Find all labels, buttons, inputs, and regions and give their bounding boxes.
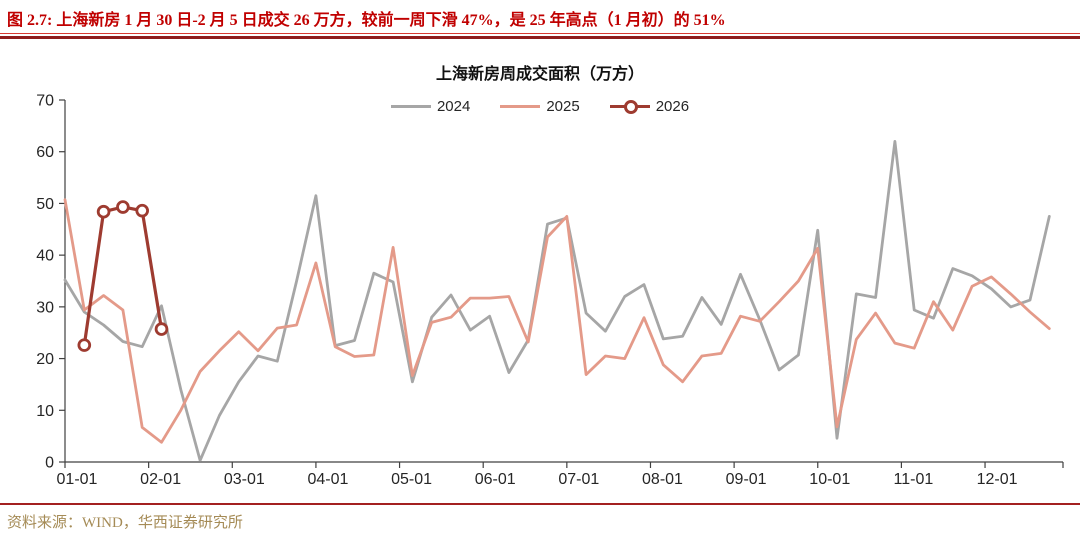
x-tick-label: 11-01 bbox=[894, 471, 934, 488]
y-tick-label: 60 bbox=[36, 144, 54, 161]
data-point-marker-2026 bbox=[77, 338, 92, 352]
chart-title: 上海新房周成交面积（万方） bbox=[435, 66, 644, 83]
figure-title: 上海新房 1 月 30 日-2 月 5 日成交 26 万方，较前一周下滑 47%… bbox=[56, 12, 726, 29]
legend-line-2025-icon bbox=[500, 105, 541, 108]
x-tick-label: 06-01 bbox=[475, 471, 516, 488]
y-tick-label: 0 bbox=[45, 455, 54, 472]
data-point-marker-2026 bbox=[135, 203, 150, 218]
x-tick-label: 08-01 bbox=[642, 471, 683, 488]
source-note: 资料来源：WIND，华西证券研究所 bbox=[7, 515, 243, 531]
x-tick-label: 02-01 bbox=[140, 471, 181, 488]
x-tick-label: 09-01 bbox=[726, 471, 767, 488]
y-tick-label: 20 bbox=[36, 351, 54, 368]
y-tick-label: 70 bbox=[36, 93, 54, 110]
header-divider-thin-line bbox=[0, 33, 1080, 34]
series-line-2026 bbox=[82, 205, 164, 347]
legend-item-2026: 2026 bbox=[609, 98, 690, 115]
legend-label-2024: 2024 bbox=[436, 98, 471, 115]
y-tick-label: 30 bbox=[36, 299, 54, 316]
data-point-marker-2026 bbox=[96, 204, 111, 219]
figure-caption: 图 2.7: 上海新房 1 月 30 日-2 月 5 日成交 26 万方，较前一… bbox=[7, 6, 1073, 30]
x-tick-label: 01-01 bbox=[57, 471, 98, 488]
x-axis: 01-01 02-01 03-01 04-01 05-01 06-01 07-01 08-01… bbox=[57, 461, 1064, 488]
x-tick-label: 07-01 bbox=[558, 471, 599, 488]
legend-item-2024: 2024 bbox=[390, 98, 471, 115]
legend-label-2025: 2025 bbox=[546, 98, 580, 115]
x-tick-label: 05-01 bbox=[391, 471, 432, 488]
series-2026 bbox=[77, 200, 169, 352]
series-2025 bbox=[63, 198, 1051, 444]
y-tick-label: 10 bbox=[36, 403, 54, 420]
y-tick-label: 50 bbox=[36, 196, 54, 213]
legend-circle-marker-icon bbox=[623, 99, 638, 114]
footer-divider bbox=[0, 503, 1080, 505]
x-tick-label: 04-01 bbox=[307, 471, 348, 488]
header-divider bbox=[0, 33, 1080, 39]
data-point-marker-2026 bbox=[154, 322, 169, 336]
data-point-marker-2026 bbox=[116, 200, 130, 214]
series-line-2025 bbox=[63, 198, 1051, 444]
legend-item-2025: 2025 bbox=[500, 98, 580, 115]
x-tick-label: 10-01 bbox=[809, 471, 850, 488]
header-divider-thick-line bbox=[0, 36, 1080, 39]
legend-line-2024-icon bbox=[390, 105, 431, 108]
x-tick-label: 03-01 bbox=[224, 471, 265, 488]
y-axis: 0 10 20 30 40 50 60 70 bbox=[36, 93, 66, 472]
legend-label-2026: 2026 bbox=[655, 98, 690, 115]
series-2024 bbox=[63, 139, 1051, 462]
x-tick-label: 12-01 bbox=[977, 471, 1018, 488]
series-line-2024 bbox=[63, 139, 1051, 462]
legend-line-2026-icon bbox=[609, 99, 650, 114]
chart-legend: 2024 2025 2026 bbox=[0, 98, 1080, 115]
y-tick-label: 40 bbox=[36, 248, 54, 265]
figure-label: 图 2.7: bbox=[7, 12, 53, 29]
